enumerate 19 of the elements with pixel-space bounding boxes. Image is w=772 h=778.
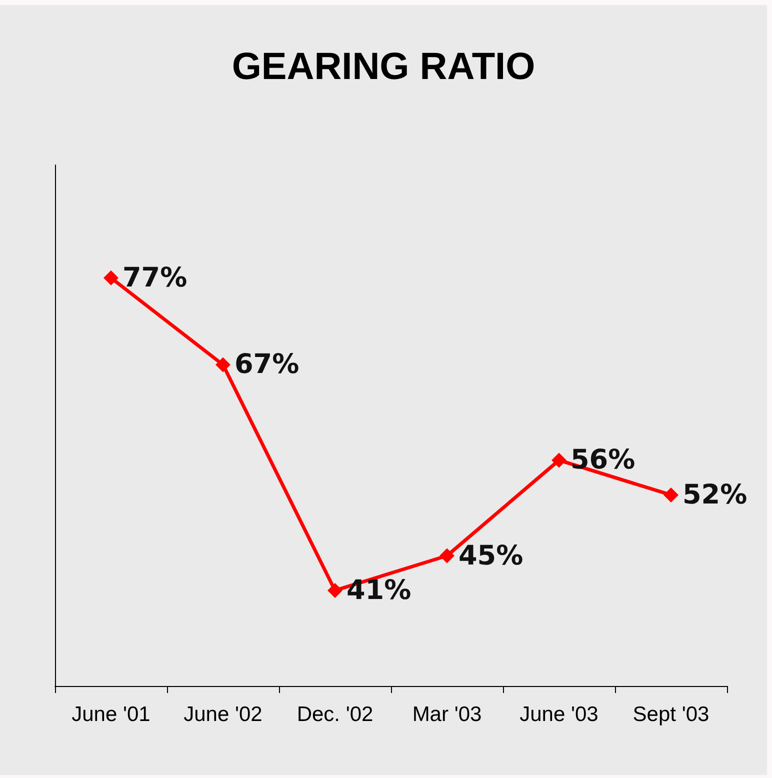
- point: [664, 487, 678, 502]
- chart-title: GEARING RATIO: [232, 46, 536, 88]
- data-label: 67%: [234, 349, 300, 380]
- x-tick-label: June '01: [72, 703, 150, 726]
- point: [440, 548, 454, 564]
- point: [552, 452, 566, 468]
- x-tick-label: Sept '03: [632, 703, 710, 726]
- data-label: 56%: [570, 444, 636, 476]
- point: [216, 357, 230, 372]
- data-label: 41%: [346, 574, 412, 606]
- point: [328, 582, 342, 598]
- data-label: 52%: [682, 479, 748, 510]
- x-tick-label: Dec. '02: [296, 703, 374, 726]
- data-label: 77%: [122, 262, 188, 294]
- x-tick-label: June '02: [184, 703, 262, 726]
- x-tick-label: Mar '03: [412, 703, 482, 726]
- data-label: 45%: [458, 540, 524, 572]
- point: [104, 270, 118, 286]
- x-tick-label: June '03: [520, 703, 598, 726]
